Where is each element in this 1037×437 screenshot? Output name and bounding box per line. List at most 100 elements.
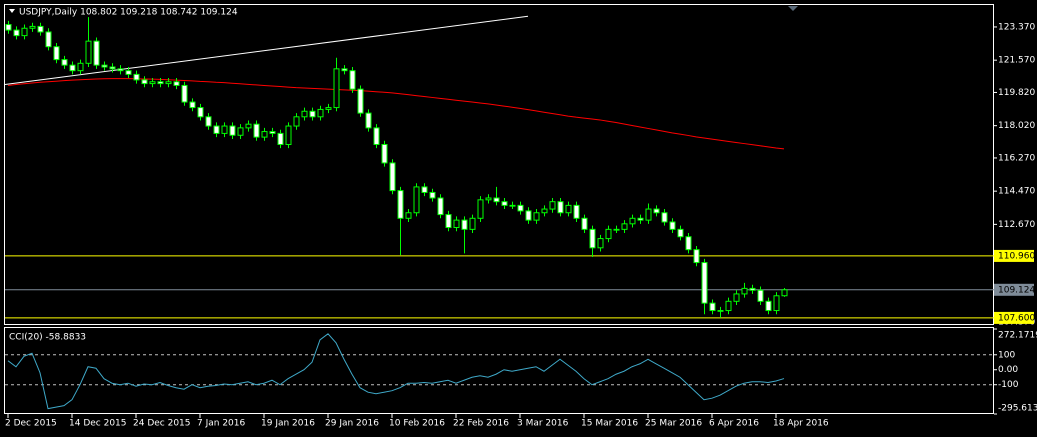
candle-body — [733, 293, 740, 302]
shift-marker — [788, 6, 798, 11]
candle-body — [173, 81, 180, 86]
candle-body — [717, 310, 724, 312]
candle-body — [445, 214, 452, 229]
price-label-box — [994, 283, 1034, 296]
candle-body — [741, 287, 748, 295]
candle-body — [645, 208, 652, 221]
candle-body — [13, 29, 20, 37]
y-tick-label: 100 — [998, 350, 1015, 360]
candle-body — [389, 162, 396, 192]
x-tick-label: 29 Jan 2016 — [325, 419, 379, 429]
price-label: 110.960 — [998, 251, 1035, 261]
candle-body — [637, 217, 644, 221]
candle-body — [501, 201, 508, 206]
candle-body — [421, 186, 428, 193]
candle-body — [349, 70, 356, 90]
x-tick-label: 18 Apr 2016 — [773, 419, 829, 429]
candle-body — [461, 219, 468, 230]
candle-body — [85, 40, 92, 64]
candle-body — [453, 219, 460, 229]
candle-body — [341, 68, 348, 72]
y-tick-label: 119.820 — [998, 88, 1035, 98]
x-tick-label: 6 Apr 2016 — [709, 419, 759, 429]
x-tick-label: 10 Feb 2016 — [389, 419, 445, 429]
candle-body — [317, 108, 324, 118]
cci-line — [7, 333, 785, 410]
x-tick-label: 7 Jan 2016 — [197, 419, 245, 429]
main-panel — [4, 4, 994, 325]
candle-body — [77, 62, 84, 72]
candle-body — [237, 127, 244, 136]
candle-body — [101, 64, 108, 68]
y-tick-label: 116.270 — [998, 153, 1035, 163]
candle-body — [45, 31, 52, 48]
candle-body — [285, 125, 292, 145]
x-tick-label: 22 Feb 2016 — [453, 419, 509, 429]
candle-body — [221, 125, 228, 134]
candle-body — [437, 197, 444, 216]
menu-arrow[interactable] — [9, 9, 15, 13]
candle-body — [149, 81, 156, 85]
candle-body — [293, 116, 300, 127]
candle-body — [661, 212, 668, 223]
y-tick-label: 0.00 — [998, 365, 1018, 375]
x-tick-label: 2 Dec 2015 — [5, 419, 57, 429]
x-tick-label: 15 Mar 2016 — [581, 419, 638, 429]
price-label: 107.600 — [998, 313, 1035, 323]
candle-body — [253, 123, 260, 138]
candle-body — [189, 101, 196, 109]
candle-body — [565, 204, 572, 214]
candle-body — [701, 262, 708, 304]
candle-body — [533, 212, 540, 221]
x-tick-label: 25 Mar 2016 — [645, 419, 702, 429]
candle-body — [197, 107, 204, 118]
candle-body — [245, 123, 252, 129]
candle-body — [181, 84, 188, 103]
candle-body — [69, 64, 76, 72]
candle-body — [709, 302, 716, 312]
x-tick-label: 14 Dec 2015 — [69, 419, 127, 429]
candle-body — [301, 110, 308, 118]
candle-body — [773, 295, 780, 312]
candle-body — [541, 208, 548, 214]
y-tick-label: 112.670 — [998, 220, 1035, 230]
candle-body — [325, 107, 332, 110]
y-tick-label: -100 — [998, 380, 1019, 390]
y-tick-label: 123.370 — [998, 22, 1035, 32]
candle-body — [413, 186, 420, 214]
candle-body — [693, 249, 700, 264]
chart-title: USDJPY,Daily 108.802 109.218 108.742 109… — [19, 8, 238, 18]
candle-body — [53, 46, 60, 61]
candle-body — [357, 88, 364, 114]
candle-body — [261, 131, 268, 138]
y-tick-label: 114.470 — [998, 187, 1035, 197]
candle-body — [677, 228, 684, 238]
x-tick-label: 19 Jan 2016 — [261, 419, 315, 429]
candle-body — [333, 68, 340, 109]
candle-body — [629, 217, 636, 225]
candle-body — [517, 204, 524, 212]
candle-body — [781, 289, 788, 297]
candle-body — [365, 112, 372, 129]
price-label-box — [994, 311, 1034, 324]
candle-body — [157, 81, 164, 85]
candle-body — [757, 289, 764, 302]
candle-body — [549, 201, 556, 210]
candle-body — [269, 131, 276, 134]
candle-body — [557, 201, 564, 214]
candle-body — [133, 73, 140, 81]
candle-body — [213, 125, 220, 134]
candle-body — [397, 190, 404, 219]
y-tick-label: 272.1719 — [998, 331, 1037, 341]
cci-title: CCI(20) -58.8833 — [9, 333, 86, 343]
candle-body — [309, 110, 316, 118]
candle-body — [653, 208, 660, 214]
candle-body — [373, 127, 380, 145]
price-label-box — [994, 249, 1034, 262]
candle-body — [669, 221, 676, 230]
candle-body — [621, 223, 628, 230]
candle-body — [125, 70, 132, 75]
candle-body — [37, 25, 44, 33]
